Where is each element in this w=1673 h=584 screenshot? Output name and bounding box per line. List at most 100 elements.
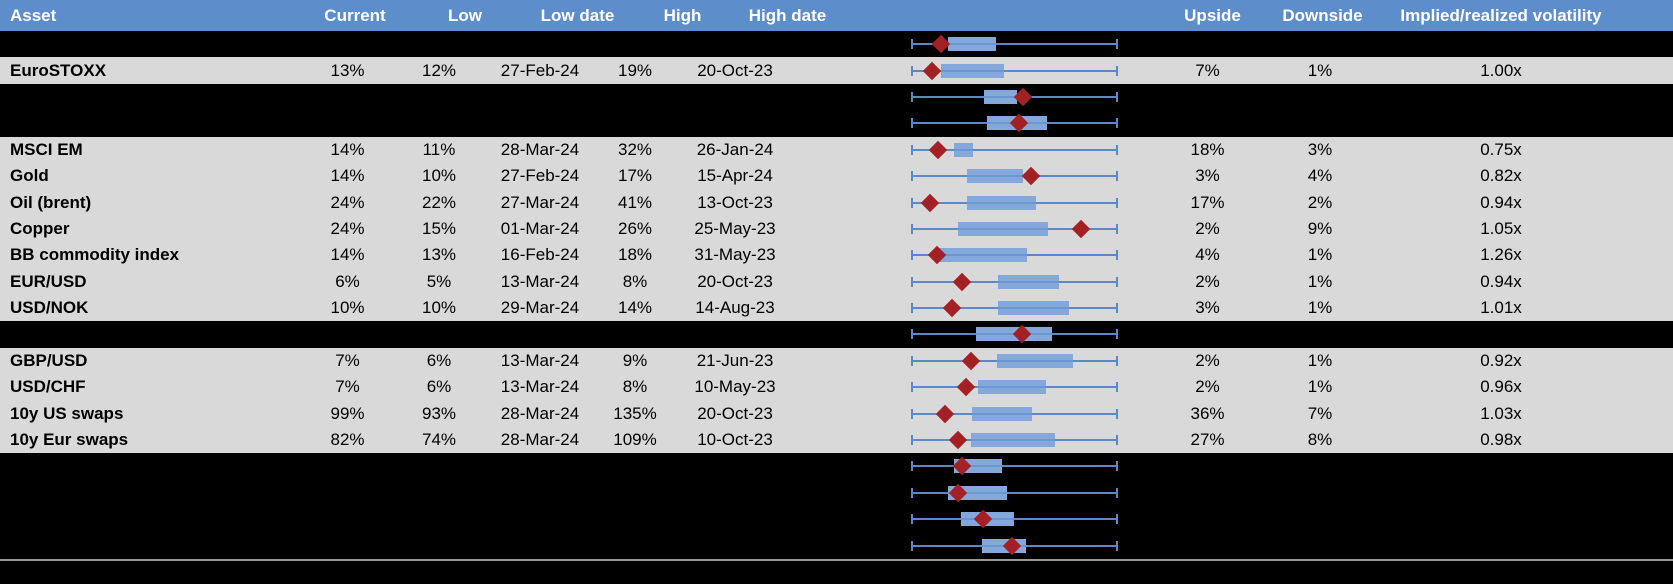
cell-current: 13% [330, 60, 365, 80]
whisker-cap-right-icon [1116, 197, 1118, 208]
current-marker-diamond-icon [1021, 166, 1041, 186]
cell-low: 74% [421, 430, 457, 450]
range-boxplot [911, 506, 1118, 532]
range-boxplot [911, 84, 1118, 110]
hidden-row [0, 84, 1673, 110]
range-boxplot-cell [802, 295, 1150, 321]
cell-high-date: 10-Oct-23 [697, 430, 773, 450]
table-row: BB commodity index 14% 13% 16-Feb-24 18%… [0, 242, 1673, 269]
cell-low: 10% [421, 298, 457, 318]
box-median-line [940, 69, 1005, 72]
cell-high-date: 20-Oct-23 [697, 403, 773, 423]
cell-low-date: 27-Mar-24 [500, 192, 580, 212]
table-row: USD/CHF 7% 6% 13-Mar-24 8% 10-May-23 2% … [0, 374, 1673, 401]
cell-implied-realized-vol: 1.26x [1480, 245, 1522, 265]
cell-asset: BB commodity index [10, 245, 180, 265]
cell-asset: Copper [10, 218, 70, 238]
table-body: EuroSTOXX 13% 12% 27-Feb-24 19% 20-Oct-2… [0, 31, 1673, 559]
range-box [957, 221, 1048, 236]
cell-high: 41% [617, 192, 653, 212]
cell-upside: 18% [1190, 139, 1225, 159]
hidden-row [0, 31, 1673, 57]
cell-current: 7% [335, 350, 360, 370]
range-boxplot [911, 374, 1118, 400]
cell-implied-realized-vol: 0.96x [1480, 377, 1522, 397]
box-median-line [971, 412, 1032, 415]
whisker-cap-left-icon [911, 435, 913, 446]
cell-implied-realized-vol: 0.98x [1480, 430, 1522, 450]
cell-asset: Gold [10, 166, 49, 186]
range-boxplot-cell [802, 480, 1150, 506]
cell-current: 24% [330, 218, 365, 238]
cell-high: 14% [617, 298, 653, 318]
whisker-cap-right-icon [1116, 39, 1118, 50]
box-median-line [957, 227, 1048, 230]
cell-current: 14% [330, 139, 365, 159]
cell-low: 11% [422, 139, 456, 159]
table-row: Copper 24% 15% 01-Mar-24 26% 25-May-23 2… [0, 215, 1673, 243]
cell-current: 7% [335, 377, 360, 397]
whisker-cap-left-icon [911, 408, 913, 419]
range-boxplot [911, 163, 1118, 189]
box-median-line [954, 465, 1003, 468]
range-boxplot [911, 532, 1118, 558]
cell-high-date: 13-Oct-23 [697, 192, 773, 212]
range-box [984, 89, 1017, 104]
range-boxplot [911, 189, 1118, 215]
cell-asset: EUR/USD [10, 271, 87, 291]
cell-implied-realized-vol: 0.82x [1480, 166, 1522, 186]
col-header-current: Current [324, 5, 386, 25]
whisker-cap-right-icon [1116, 223, 1118, 234]
cell-high: 109% [613, 430, 657, 450]
range-box [940, 63, 1005, 78]
box-median-line [966, 175, 1023, 178]
cell-low: 5% [426, 271, 452, 291]
cell-upside: 2% [1195, 377, 1220, 397]
cell-downside: 1% [1307, 60, 1333, 80]
whisker-cap-right-icon [1116, 540, 1118, 551]
cell-downside: 9% [1307, 218, 1333, 238]
current-marker-diamond-icon [952, 272, 972, 291]
hidden-row [0, 532, 1673, 558]
range-boxplot [911, 480, 1118, 506]
box-median-line [977, 386, 1046, 389]
cell-high: 9% [622, 350, 648, 370]
box-median-line [948, 43, 996, 46]
whisker-line [912, 43, 1117, 46]
cell-high-date: 31-May-23 [694, 245, 776, 265]
cell-low: 13% [421, 245, 457, 265]
cell-upside: 17% [1190, 192, 1225, 212]
whisker-cap-left-icon [911, 91, 913, 102]
cell-implied-realized-vol: 1.01x [1480, 298, 1522, 318]
cell-low: 12% [421, 60, 457, 80]
current-marker-diamond-icon [920, 193, 940, 212]
box-median-line [966, 201, 1037, 204]
cell-upside: 4% [1195, 245, 1220, 265]
table-row: EuroSTOXX 13% 12% 27-Feb-24 19% 20-Oct-2… [0, 57, 1673, 84]
cell-low: 6% [426, 377, 452, 397]
whisker-cap-right-icon [1116, 276, 1118, 287]
cell-current: 6% [335, 271, 360, 291]
whisker-cap-left-icon [911, 382, 913, 393]
cell-upside: 2% [1195, 350, 1220, 370]
cell-high-date: 20-Oct-23 [697, 271, 773, 291]
cell-asset: USD/NOK [10, 298, 89, 318]
cell-high-date: 10-May-23 [694, 377, 776, 397]
cell-high-date: 20-Oct-23 [697, 60, 773, 80]
whisker-cap-left-icon [911, 303, 913, 314]
range-boxplot-cell [802, 137, 1150, 163]
whisker-cap-left-icon [911, 329, 913, 340]
separator-line [0, 558, 1673, 561]
whisker-cap-left-icon [911, 39, 913, 50]
range-box [971, 433, 1056, 448]
col-header-downside: Downside [1282, 5, 1363, 25]
cell-upside: 3% [1195, 298, 1220, 318]
col-header-high-date: High date [748, 5, 827, 25]
range-boxplot [911, 400, 1118, 426]
range-boxplot-cell [802, 163, 1150, 189]
current-marker-diamond-icon [935, 404, 955, 423]
cell-implied-realized-vol: 1.00x [1480, 60, 1522, 80]
cell-asset: EuroSTOXX [10, 60, 107, 80]
whisker-cap-right-icon [1116, 91, 1118, 102]
range-box [935, 248, 1027, 263]
